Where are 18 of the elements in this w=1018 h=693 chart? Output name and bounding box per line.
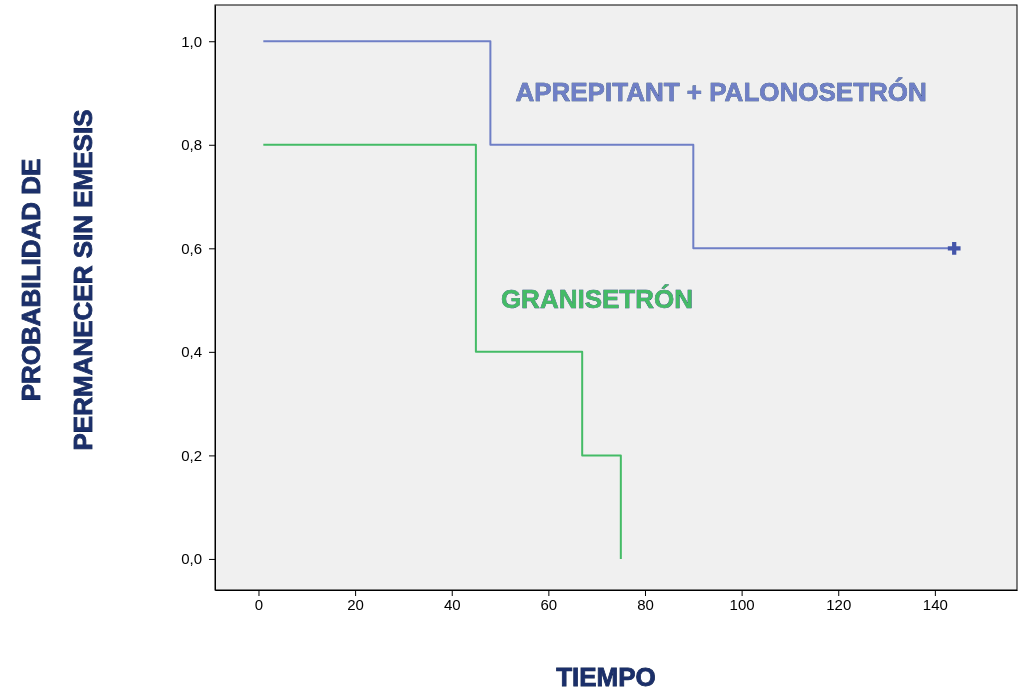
x-tick-label: 40 [443,595,461,613]
x-axis-title: TIEMPO [556,662,656,692]
x-tick-label: 140 [922,595,948,613]
y-tick-label: 1,0 [181,32,202,50]
x-tick-label: 80 [637,595,654,613]
x-tick-label: 0 [254,595,264,613]
y-tick-label: 0,8 [181,136,202,154]
x-tick-label: 100 [729,595,755,613]
x-tick-label: 60 [540,595,558,613]
y-tick-label: 0,6 [181,239,202,257]
x-tick-label: 120 [826,595,852,613]
x-tick-label: 20 [347,595,364,613]
y-tick-label: 0,0 [181,550,202,568]
series-label: GRANISETRÓN [500,283,694,314]
y-tick-label: 0,2 [181,446,202,464]
y-axis-title: PROBABILIDAD DE PERMANECER SIN EMESIS [16,109,98,451]
y-tick-label: 0,4 [181,343,202,361]
series-label: APREPITANT + PALONOSETRÓN [515,76,927,107]
